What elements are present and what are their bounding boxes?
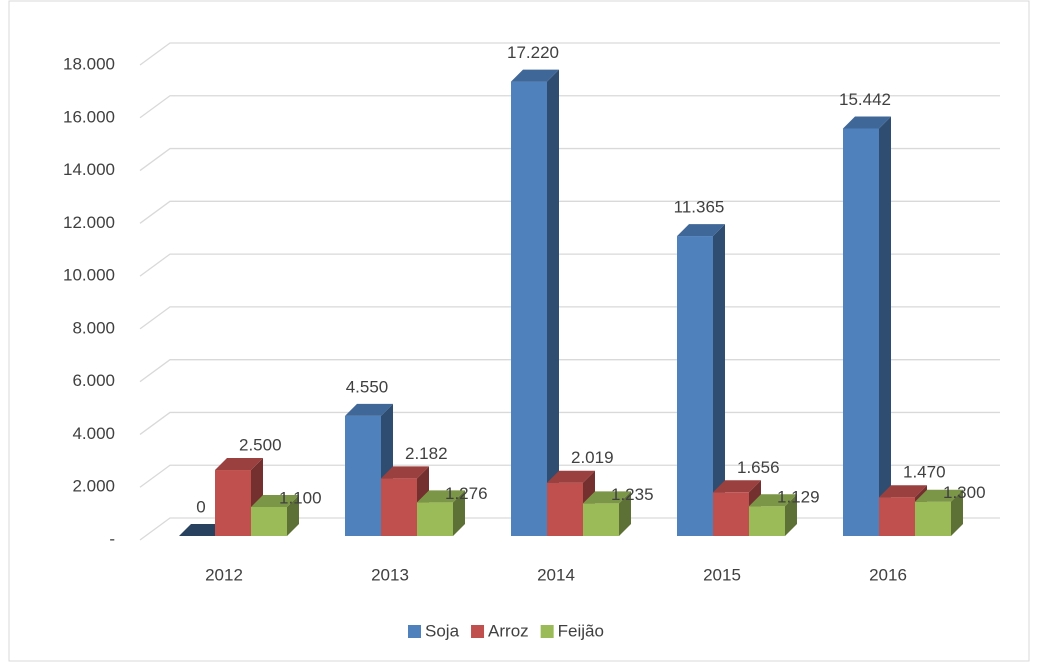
y-tick-label: 4.000 xyxy=(72,424,115,443)
data-label: 1.300 xyxy=(943,483,986,502)
bar-side xyxy=(713,224,725,536)
bar xyxy=(417,490,465,536)
bar-top xyxy=(215,458,263,471)
grid-line xyxy=(139,42,1000,66)
bar-side xyxy=(547,69,559,536)
bar-front xyxy=(381,478,417,536)
y-tick-label: 6.000 xyxy=(72,371,115,390)
bar-side xyxy=(287,494,299,536)
bar-front xyxy=(511,81,547,536)
data-label: 1.235 xyxy=(611,485,654,504)
bar-front xyxy=(547,482,583,536)
bar xyxy=(677,224,725,536)
bar-top xyxy=(677,224,725,237)
bar-top xyxy=(345,403,393,416)
y-tick-label: 18.000 xyxy=(63,54,115,73)
data-label: 1.100 xyxy=(279,488,322,507)
x-tick-label: 2012 xyxy=(205,565,243,584)
legend-swatch xyxy=(471,625,485,638)
bar-front xyxy=(843,128,879,536)
bar xyxy=(915,489,963,536)
y-tick-label: 16.000 xyxy=(63,107,115,126)
bar-top xyxy=(251,494,299,507)
grid-line xyxy=(139,147,1000,172)
data-label: 1.276 xyxy=(445,484,488,503)
data-label: 2.500 xyxy=(239,436,282,455)
bar-side xyxy=(453,490,465,536)
bar-front xyxy=(915,501,951,536)
bar-side xyxy=(619,491,631,536)
bar-top xyxy=(583,491,631,504)
bar-side xyxy=(785,494,797,536)
bar-top xyxy=(381,466,429,479)
bar-front xyxy=(251,506,287,536)
y-tick-label: 2.000 xyxy=(72,477,115,496)
data-label: 4.550 xyxy=(346,377,389,396)
bar-top xyxy=(547,470,595,483)
data-label: 11.365 xyxy=(674,198,725,217)
bar-front xyxy=(677,236,713,536)
data-label: 1.129 xyxy=(777,488,820,507)
bar-front xyxy=(345,415,381,536)
bar-front xyxy=(749,506,785,536)
bar-top xyxy=(749,494,797,507)
bar xyxy=(583,491,631,536)
bar-front xyxy=(417,502,453,536)
bar-front xyxy=(879,497,915,536)
grid-line xyxy=(139,95,1000,119)
bar-top xyxy=(843,116,891,129)
legend-swatch xyxy=(540,625,554,638)
data-label: 1.656 xyxy=(737,458,780,477)
data-label: 2.182 xyxy=(405,444,448,463)
legend-label: Feijão xyxy=(558,621,604,640)
bar xyxy=(713,480,761,536)
y-tick-label: 10.000 xyxy=(63,266,115,285)
bar-front xyxy=(583,503,619,536)
grid-line xyxy=(139,200,1000,224)
bar-top xyxy=(879,485,927,498)
bar-side xyxy=(879,116,891,536)
legend-label: Soja xyxy=(425,621,460,640)
y-tick-label: 14.000 xyxy=(63,160,115,179)
bar-front xyxy=(713,492,749,536)
bar-top xyxy=(915,489,963,502)
bar-top xyxy=(417,490,465,503)
data-label: 17.220 xyxy=(507,43,559,62)
x-tick-label: 2014 xyxy=(537,565,575,584)
bar-front xyxy=(215,470,251,536)
x-tick-label: 2013 xyxy=(371,565,409,584)
data-label: 15.442 xyxy=(839,90,891,109)
bar-side xyxy=(951,489,963,536)
y-tick-label: 12.000 xyxy=(63,213,115,232)
x-tick-label: 2015 xyxy=(703,565,741,584)
bar-top xyxy=(511,69,559,82)
bar-top xyxy=(713,480,761,493)
legend-label: Arroz xyxy=(488,621,529,640)
data-label: 1.470 xyxy=(903,463,946,482)
y-tick-label: - xyxy=(109,529,115,548)
bar xyxy=(843,116,891,536)
data-label: 2.019 xyxy=(571,448,614,467)
data-label: 0 xyxy=(196,497,205,516)
bar xyxy=(251,494,299,536)
legend-swatch xyxy=(408,625,421,638)
bar xyxy=(511,69,559,536)
bar xyxy=(749,494,797,536)
y-tick-label: 8.000 xyxy=(72,318,115,337)
x-tick-label: 2016 xyxy=(869,565,907,584)
